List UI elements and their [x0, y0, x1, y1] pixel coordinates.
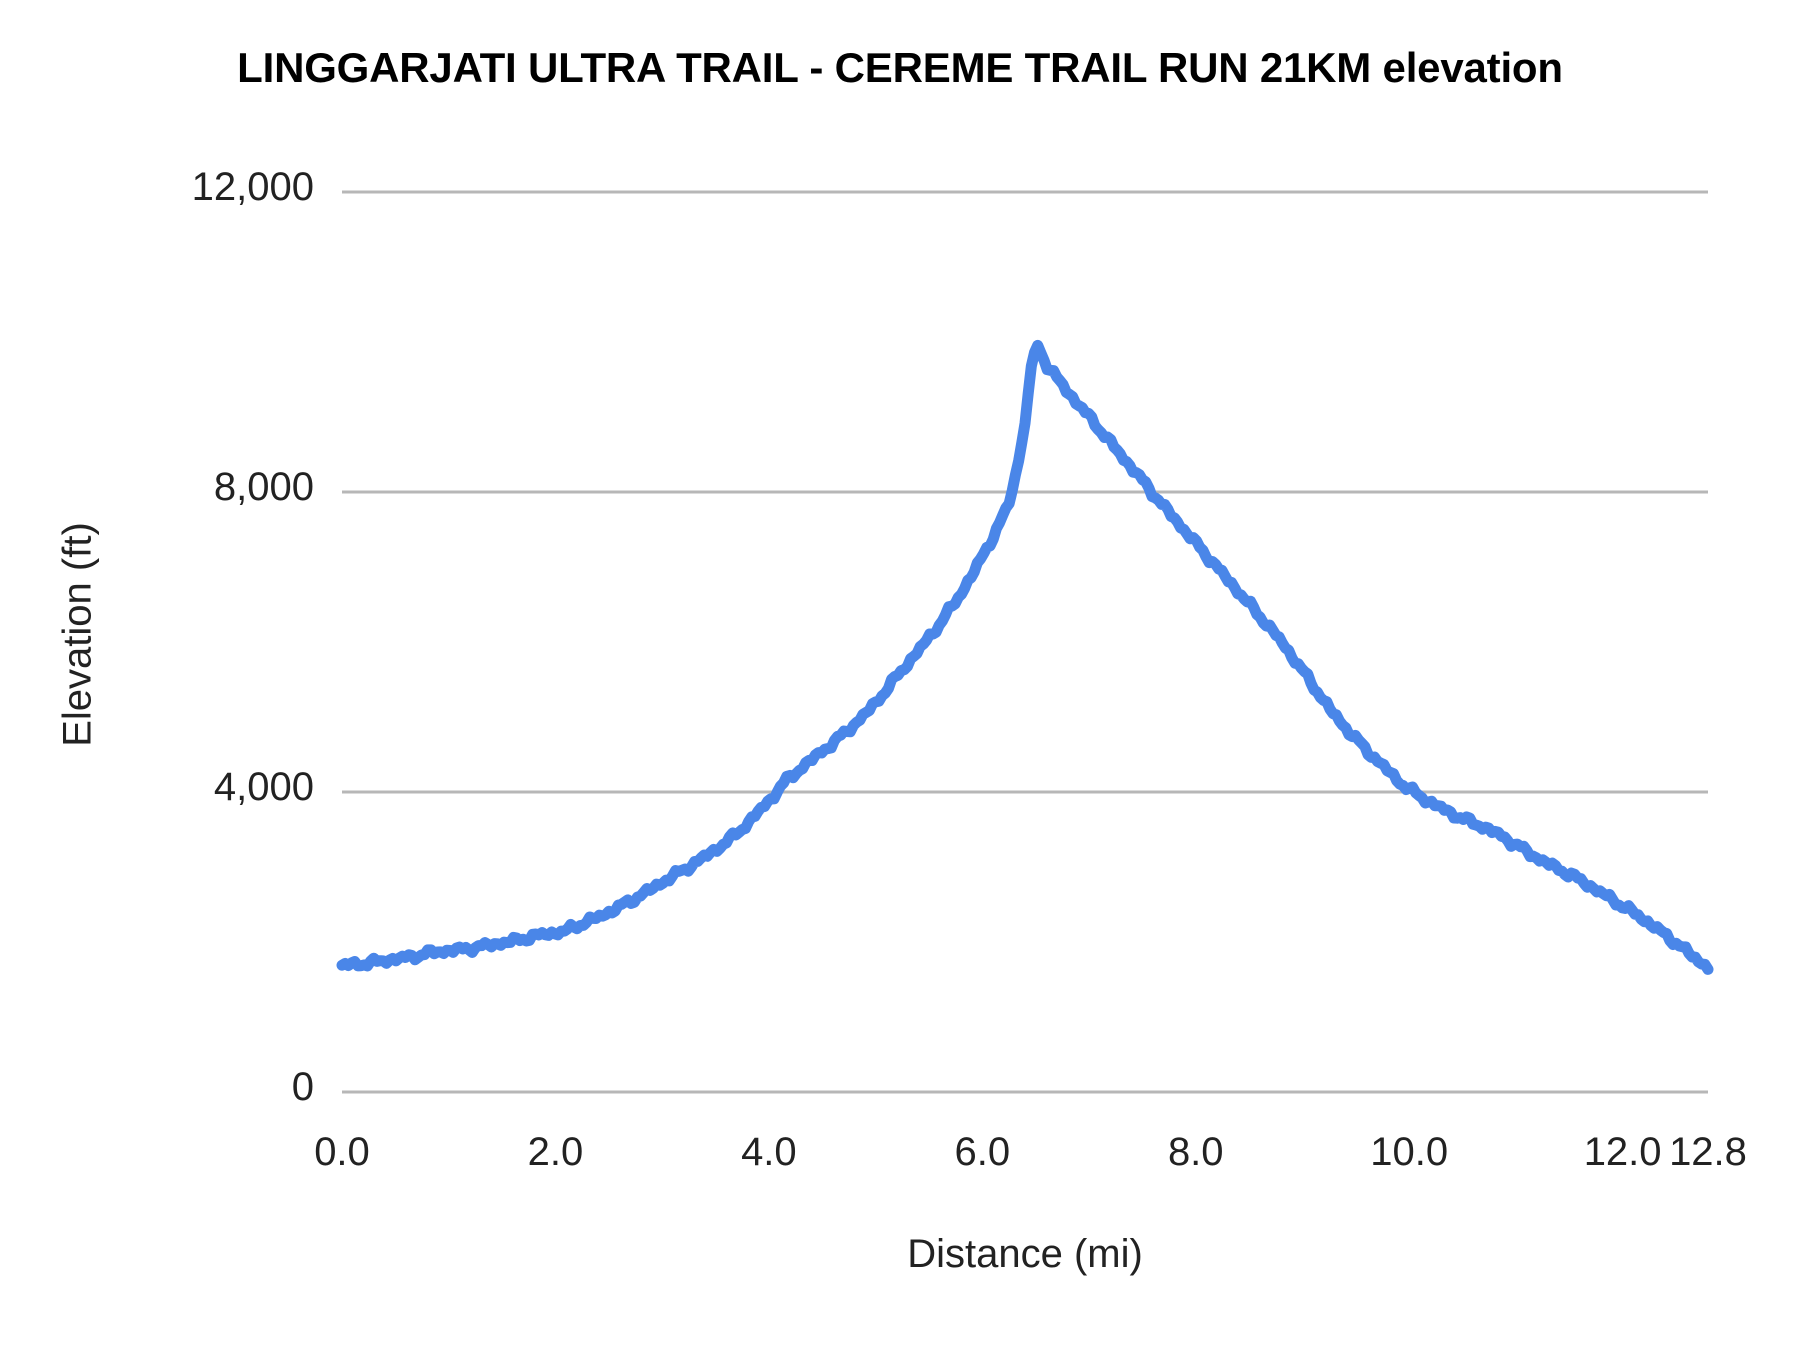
x-tick-label: 0.0 [314, 1130, 370, 1174]
x-tick-label: 6.0 [954, 1130, 1011, 1174]
x-tick-label: 4.0 [741, 1130, 797, 1174]
y-tick-label: 12,000 [191, 165, 314, 209]
x-tick-label: 8.0 [1167, 1130, 1224, 1174]
x-axis-title: Distance (mi) [907, 1232, 1143, 1276]
y-tick-label: 4,000 [213, 765, 314, 809]
gridlines-group [342, 190, 1708, 1094]
y-tick-label: 8,000 [213, 465, 314, 509]
series-group [336, 339, 1714, 975]
x-tick-label: 2.0 [527, 1130, 584, 1174]
x-tick-label: 12.0 [1583, 1130, 1662, 1174]
y-axis-title: Elevation (ft) [55, 522, 100, 747]
x-tick-label: 10.0 [1370, 1130, 1449, 1174]
series-line [336, 339, 1714, 975]
chart-title: LINGGARJATI ULTRA TRAIL - CEREME TRAIL R… [237, 44, 1563, 91]
x-tick-label: 12.8 [1669, 1130, 1747, 1174]
y-tick-label: 0 [291, 1065, 314, 1109]
